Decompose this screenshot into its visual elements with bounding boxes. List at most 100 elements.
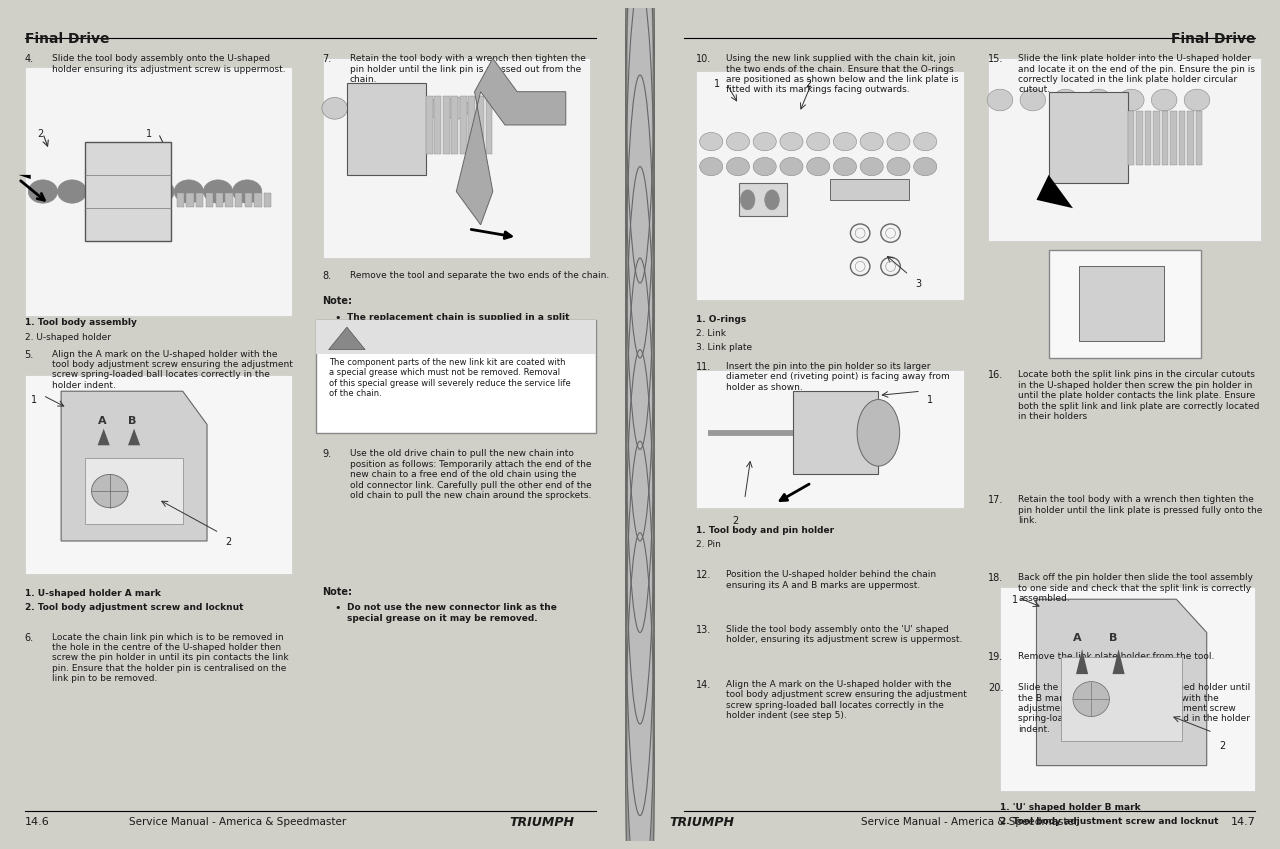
Text: •: • <box>335 313 342 323</box>
Text: 18.: 18. <box>988 573 1004 583</box>
Circle shape <box>628 216 652 582</box>
Circle shape <box>626 75 654 541</box>
Text: TRIUMPH: TRIUMPH <box>669 816 735 829</box>
Bar <box>236 194 242 206</box>
Bar <box>1162 111 1169 165</box>
Circle shape <box>626 166 654 633</box>
Bar <box>477 96 484 155</box>
Bar <box>1137 111 1143 165</box>
Ellipse shape <box>125 187 136 196</box>
Ellipse shape <box>987 89 1012 111</box>
Bar <box>460 96 467 155</box>
Text: 14.6: 14.6 <box>24 818 50 827</box>
Bar <box>1188 111 1194 165</box>
Bar <box>24 374 292 574</box>
Bar <box>264 194 271 206</box>
Bar <box>739 183 787 216</box>
Text: 2. Pin: 2. Pin <box>696 540 721 549</box>
Circle shape <box>628 582 652 849</box>
Circle shape <box>628 491 652 849</box>
Text: 1: 1 <box>31 396 37 405</box>
Text: 1: 1 <box>927 396 933 405</box>
Ellipse shape <box>1020 89 1046 111</box>
Ellipse shape <box>383 98 408 119</box>
Ellipse shape <box>444 98 468 119</box>
Ellipse shape <box>860 132 883 151</box>
Circle shape <box>626 441 654 849</box>
Text: 1: 1 <box>146 129 152 139</box>
Circle shape <box>626 0 654 283</box>
Polygon shape <box>61 391 207 541</box>
Text: Align the A mark on the U-shaped holder with the
tool body adjustment screw ensu: Align the A mark on the U-shaped holder … <box>52 350 293 390</box>
Bar <box>255 194 262 206</box>
Text: Align the A mark on the U-shaped holder with the
tool body adjustment screw ensu: Align the A mark on the U-shaped holder … <box>727 680 968 720</box>
Text: Caution: Caution <box>442 332 495 346</box>
Ellipse shape <box>780 157 803 176</box>
Text: Note:: Note: <box>323 295 352 306</box>
Text: Position the U-shaped holder behind the chain
ensuring its A and B marks are upp: Position the U-shaped holder behind the … <box>727 571 937 589</box>
Bar <box>829 179 909 200</box>
Text: 2: 2 <box>225 537 232 547</box>
Text: 1: 1 <box>714 79 721 89</box>
Ellipse shape <box>833 157 856 176</box>
Polygon shape <box>1076 649 1088 674</box>
Text: Back off the pin holder then slide the tool assembly
to one side and check that : Back off the pin holder then slide the t… <box>1019 573 1253 604</box>
Text: Slide the link plate holder into the U-shaped holder
and locate it on the end of: Slide the link plate holder into the U-s… <box>1019 54 1256 94</box>
Text: 2. U-shaped holder: 2. U-shaped holder <box>24 333 110 342</box>
Bar <box>696 71 964 300</box>
Text: 7.: 7. <box>323 54 332 65</box>
Ellipse shape <box>323 98 347 119</box>
Text: Service Manual - America & Speedmaster: Service Manual - America & Speedmaster <box>129 818 346 827</box>
Bar <box>794 391 878 475</box>
Ellipse shape <box>204 180 233 203</box>
Ellipse shape <box>887 132 910 151</box>
Text: 1. O-rings: 1. O-rings <box>696 315 746 323</box>
Bar <box>323 59 590 258</box>
Ellipse shape <box>1184 89 1210 111</box>
Ellipse shape <box>860 157 883 176</box>
Text: 19.: 19. <box>988 652 1004 661</box>
Text: 2. Link: 2. Link <box>696 329 726 338</box>
Text: 3. Link plate: 3. Link plate <box>696 343 753 352</box>
Ellipse shape <box>1073 682 1110 717</box>
Text: 6.: 6. <box>24 633 33 643</box>
Bar <box>988 59 1261 241</box>
Ellipse shape <box>37 187 49 196</box>
Text: Final Drive: Final Drive <box>1171 31 1256 46</box>
Ellipse shape <box>413 98 439 119</box>
Ellipse shape <box>858 400 900 466</box>
Text: B: B <box>1110 633 1117 643</box>
Bar <box>452 96 458 155</box>
Ellipse shape <box>806 157 829 176</box>
Bar <box>1170 111 1176 165</box>
Text: 1. 'U' shaped holder B mark: 1. 'U' shaped holder B mark <box>1000 803 1140 812</box>
Ellipse shape <box>352 98 378 119</box>
Text: Slide the tool body assembly onto the 'U' shaped
holder, ensuring its adjustment: Slide the tool body assembly onto the 'U… <box>727 625 963 644</box>
Bar <box>187 194 193 206</box>
Text: Retain the tool body with a wrench then tighten the
pin holder until the link pl: Retain the tool body with a wrench then … <box>1019 495 1262 525</box>
Circle shape <box>628 125 652 491</box>
Bar <box>443 96 449 155</box>
Text: 5.: 5. <box>24 350 33 360</box>
Text: 4.: 4. <box>24 54 33 65</box>
Text: The component parts of the new link kit are coated with
a special grease which m: The component parts of the new link kit … <box>329 358 571 398</box>
Text: 14.7: 14.7 <box>1230 818 1256 827</box>
Bar <box>1000 587 1256 790</box>
Text: 1: 1 <box>1012 595 1019 605</box>
Ellipse shape <box>700 132 723 151</box>
Text: 2: 2 <box>37 129 44 139</box>
Polygon shape <box>329 327 365 350</box>
Bar <box>426 96 433 155</box>
Text: B: B <box>128 416 137 426</box>
Text: 9.: 9. <box>323 449 332 459</box>
Circle shape <box>626 0 654 449</box>
Text: The replacement chain is supplied in a split
condition, complete with a link kit: The replacement chain is supplied in a s… <box>347 313 577 343</box>
Text: 2. Tool body adjustment screw and locknut: 2. Tool body adjustment screw and locknu… <box>24 604 243 612</box>
Ellipse shape <box>183 187 195 196</box>
Text: Final Drive: Final Drive <box>24 31 109 46</box>
Bar <box>347 83 426 175</box>
Text: Insert the pin into the pin holder so its larger
diameter end (riveting point) i: Insert the pin into the pin holder so it… <box>727 363 950 392</box>
Ellipse shape <box>58 180 87 203</box>
Text: Using the new link supplied with the chain kit, join
the two ends of the chain. : Using the new link supplied with the cha… <box>727 54 959 94</box>
Bar <box>244 194 252 206</box>
